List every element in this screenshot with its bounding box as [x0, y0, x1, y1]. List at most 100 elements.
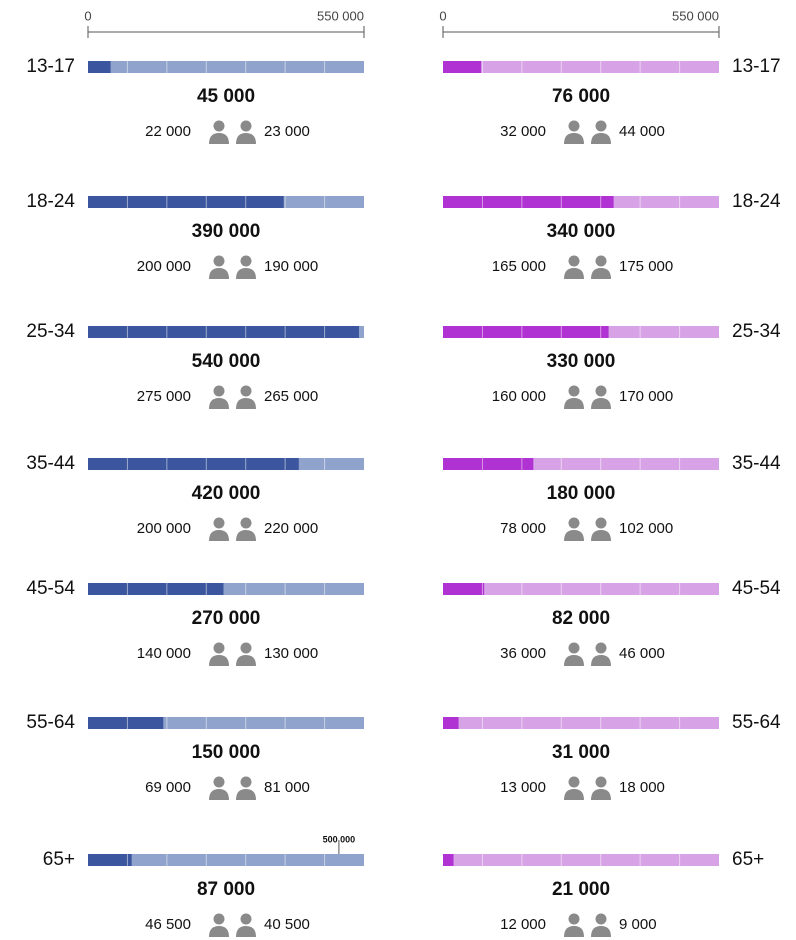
person-body — [236, 926, 256, 937]
split-label: 170 000 — [619, 388, 673, 405]
person-body — [591, 926, 611, 937]
person-body — [209, 530, 229, 541]
person-icon — [236, 913, 256, 937]
category-label: 25-34 — [26, 321, 75, 342]
person-head — [595, 642, 607, 654]
bar — [443, 717, 459, 729]
total-label: 82 000 — [552, 608, 610, 629]
bar — [88, 583, 224, 595]
total-label: 150 000 — [192, 742, 261, 763]
split-label: 44 000 — [619, 123, 665, 140]
person-icon — [209, 120, 229, 144]
tick-label: 550 000 — [317, 8, 364, 23]
person-icon — [209, 776, 229, 800]
total-label: 330 000 — [547, 351, 616, 372]
person-body — [236, 398, 256, 409]
person-icon — [236, 120, 256, 144]
split-label: 175 000 — [619, 258, 673, 275]
person-body — [564, 926, 584, 937]
total-label: 340 000 — [547, 221, 616, 242]
person-body — [236, 789, 256, 800]
person-icon — [591, 255, 611, 279]
person-icon — [209, 913, 229, 937]
split-label: 36 000 — [500, 645, 546, 662]
bar — [88, 326, 359, 338]
bar-track — [443, 854, 719, 866]
person-icon — [209, 385, 229, 409]
person-icon — [591, 385, 611, 409]
person-icon — [591, 517, 611, 541]
bar — [443, 196, 614, 208]
person-head — [213, 642, 225, 654]
person-body — [591, 268, 611, 279]
split-label: 32 000 — [500, 123, 546, 140]
person-body — [591, 789, 611, 800]
person-head — [240, 120, 252, 132]
person-body — [591, 655, 611, 666]
category-label: 25-34 — [732, 321, 781, 342]
category-label: 45-54 — [26, 578, 75, 599]
split-label: 13 000 — [500, 779, 546, 796]
bar-track — [88, 854, 364, 866]
split-label: 165 000 — [492, 258, 546, 275]
person-head — [568, 642, 580, 654]
bar — [443, 61, 482, 73]
category-label: 35-44 — [26, 453, 75, 474]
person-head — [213, 913, 225, 925]
tick-label: 0 — [439, 8, 446, 23]
split-label: 40 500 — [264, 916, 310, 933]
person-head — [240, 776, 252, 788]
bar — [88, 61, 111, 73]
person-body — [564, 789, 584, 800]
person-icon — [236, 517, 256, 541]
person-head — [595, 913, 607, 925]
category-label: 65+ — [732, 849, 764, 870]
person-body — [209, 268, 229, 279]
bar-track — [443, 717, 719, 729]
person-head — [213, 776, 225, 788]
person-body — [564, 530, 584, 541]
person-head — [595, 120, 607, 132]
person-icon — [591, 120, 611, 144]
person-head — [240, 913, 252, 925]
total-label: 390 000 — [192, 221, 261, 242]
person-body — [209, 655, 229, 666]
person-icon — [209, 642, 229, 666]
person-icon — [236, 642, 256, 666]
split-label: 102 000 — [619, 520, 673, 537]
person-body — [564, 655, 584, 666]
person-icon — [591, 642, 611, 666]
split-label: 78 000 — [500, 520, 546, 537]
person-head — [213, 385, 225, 397]
bar — [443, 458, 534, 470]
person-head — [213, 120, 225, 132]
person-body — [209, 133, 229, 144]
total-label: 87 000 — [197, 879, 255, 900]
category-label: 55-64 — [26, 712, 75, 733]
person-head — [240, 642, 252, 654]
person-head — [240, 385, 252, 397]
person-icon — [591, 913, 611, 937]
person-icon — [209, 517, 229, 541]
person-icon — [236, 385, 256, 409]
person-head — [240, 517, 252, 529]
person-head — [240, 255, 252, 267]
person-body — [591, 133, 611, 144]
category-label: 18-24 — [732, 191, 781, 212]
bar — [443, 583, 485, 595]
person-head — [213, 517, 225, 529]
person-body — [591, 398, 611, 409]
split-label: 190 000 — [264, 258, 318, 275]
person-body — [564, 398, 584, 409]
person-icon — [564, 913, 584, 937]
split-label: 81 000 — [264, 779, 310, 796]
person-icon — [209, 255, 229, 279]
total-label: 31 000 — [552, 742, 610, 763]
bar — [88, 196, 284, 208]
bar — [88, 458, 299, 470]
person-head — [568, 913, 580, 925]
person-head — [213, 255, 225, 267]
tick-label: 0 — [84, 8, 91, 23]
person-icon — [564, 385, 584, 409]
person-head — [595, 385, 607, 397]
